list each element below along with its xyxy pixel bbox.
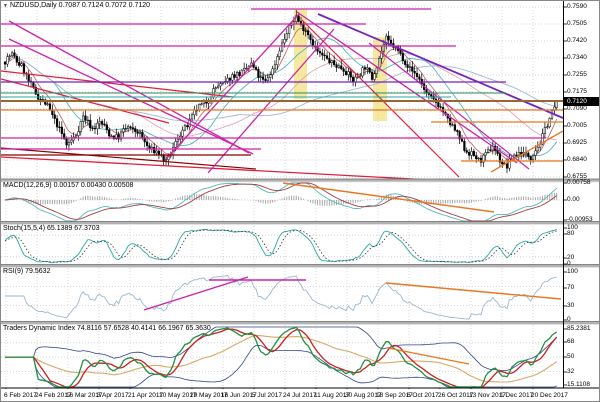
price-scale-label: 0 (567, 260, 571, 267)
price-scale-label: 80 (567, 230, 575, 237)
date-label: 5 Jul 2017 (252, 392, 282, 399)
collapse-icon[interactable]: ▼ (3, 3, 8, 9)
price-scale-label: 20 (567, 254, 575, 261)
price-scale-label: 0.00758 (567, 179, 591, 186)
rsi-label: RSI(9) 79.5632 (3, 268, 51, 275)
price-scale-label: 32 (567, 368, 575, 375)
date-label: 24 Feb 2017 (35, 392, 72, 399)
date-label: 24 Jul 2017 (283, 392, 317, 399)
date-label: 11 Aug 2017 (314, 392, 351, 399)
price-scale-label: 15.1108 (567, 381, 591, 388)
symbol-ohlc-label: NZDUSD,Daily 0.7087 0.7124 0.7072 0.7120 (9, 2, 151, 9)
date-label: 13 Nov 2017 (469, 392, 506, 399)
date-label: 3 Apr 2017 (97, 392, 129, 399)
price-scale-label: 0.7255 (567, 71, 587, 78)
date-label: 6 Feb 2017 (4, 392, 37, 399)
price-scale-label: 0.7420 (567, 37, 587, 44)
price-scale-label: 0.7090 (567, 105, 587, 112)
price-scale-label: 0.6925 (567, 139, 587, 146)
price-scale-label: 0.7505 (567, 20, 587, 27)
price-scale-label: 30 (567, 302, 575, 309)
price-scale-label: 0.00 (567, 196, 580, 203)
macd-label: MACD(12,26,9) 0.00157 0.00430 0.00508 (3, 182, 134, 189)
date-label: 16 Jun 2017 (221, 392, 257, 399)
price-scale-label: 0.7175 (567, 88, 587, 95)
date-label: 29 May 2017 (190, 392, 228, 399)
date-label: 6 Oct 2017 (407, 392, 439, 399)
main-chart-label: ▼ NZDUSD,Daily 0.7087 0.7124 0.7072 0.712… (3, 2, 150, 9)
price-scale-label: 0.7590 (567, 3, 587, 10)
price-scale-label: 0.7340 (567, 54, 587, 61)
price-scale-label: 0.6755 (567, 173, 587, 180)
date-label: 16 Mar 2017 (66, 392, 103, 399)
price-scale-label: 0.6840 (567, 156, 587, 163)
stoch-label: Stoch(15,5,4) 65.1389 67.3703 (3, 225, 100, 232)
price-scale-label: 50 (567, 353, 575, 360)
date-label: 20 Dec 2017 (531, 392, 568, 399)
time-axis[interactable] (1, 389, 599, 401)
date-label: 10 May 2017 (159, 392, 197, 399)
price-scale-label: 68 (567, 338, 575, 345)
price-scale-label: 85.2381 (567, 325, 591, 332)
price-scale-label: 100 (567, 268, 578, 275)
current-price-tag: 0.7120 (564, 97, 599, 106)
date-label: 18 Sep 2017 (376, 392, 413, 399)
date-label: 21 Apr 2017 (128, 392, 164, 399)
price-scale-label: 100 (567, 224, 578, 231)
date-label: 26 Oct 2017 (438, 392, 474, 399)
price-scale-label: 0 (567, 316, 571, 323)
price-scale-label: -0.00953 (567, 216, 593, 223)
tdi-label: Traders Dynamic Index 74.8116 57.6528 40… (3, 325, 211, 332)
date-label: 1 Dec 2017 (500, 392, 534, 399)
price-scale-label: 0.7005 (567, 122, 587, 129)
price-scale-label: 70 (567, 284, 575, 291)
date-label: 30 Aug 2017 (345, 392, 382, 399)
